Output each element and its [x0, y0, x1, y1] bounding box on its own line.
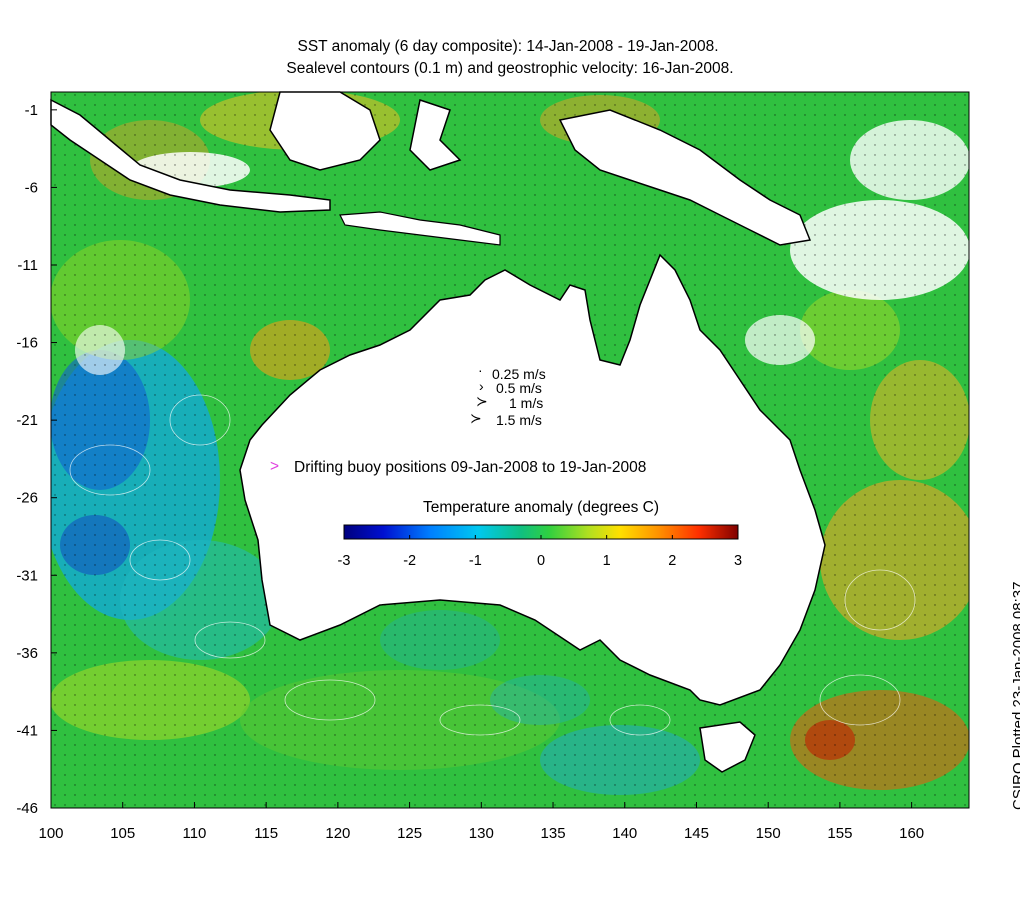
y-tick-label: -6 [25, 179, 38, 196]
plot-frame [50, 91, 970, 809]
x-tick-label: 105 [110, 825, 135, 842]
colorbar-tick-label: -1 [469, 553, 482, 569]
colorbar-tick-label: -3 [338, 553, 351, 569]
colorbar: Temperature anomaly (degrees C) -3 -2 -1 0 1… [338, 499, 742, 569]
y-tick-label: -36 [16, 645, 38, 662]
colorbar-tick-label: 1 [603, 553, 611, 569]
velocity-legend-item-1: 0.25 m/s [492, 366, 546, 382]
sst-field [51, 92, 969, 808]
velocity-legend-marker-3: ≻ [476, 393, 488, 409]
y-tick-label: -41 [16, 722, 38, 739]
buoy-legend: > Drifting buoy positions 09-Jan-2008 to… [270, 458, 646, 476]
velocity-legend-marker-1: · [478, 362, 483, 378]
x-tick-label: 110 [182, 825, 206, 842]
velocity-legend: · 0.25 m/s › 0.5 m/s ≻ 1 m/s ≻ 1.5 m/s [470, 362, 546, 428]
y-tick-label: -11 [17, 257, 38, 274]
velocity-legend-item-2: 0.5 m/s [496, 380, 542, 396]
colorbar-title: Temperature anomaly (degrees C) [423, 499, 659, 516]
new-guinea [558, 109, 812, 246]
colorbar-tick-label: 2 [668, 553, 676, 569]
buoy-marker-icon: > [270, 458, 279, 475]
y-tick-label: -26 [16, 490, 38, 507]
y-tick-label: -1 [25, 102, 38, 119]
y-tick-label: -31 [16, 567, 38, 584]
colorbar-tick-label: 3 [734, 553, 742, 569]
tasmania [699, 721, 756, 773]
colorbar-tick-label: -2 [403, 553, 416, 569]
y-tick-label: -16 [16, 335, 38, 352]
x-tick-label: 155 [827, 825, 852, 842]
x-tick-label: 160 [899, 825, 924, 842]
x-tick-label: 135 [541, 825, 566, 842]
map-title-line-2: Sealevel contours (0.1 m) and geostrophi… [286, 60, 734, 77]
x-tick-label: 120 [325, 825, 350, 842]
sumatra-java [50, 98, 331, 213]
lesser-sunda-islands [339, 211, 501, 246]
y-tick-label: -46 [16, 800, 38, 817]
x-tick-label: 150 [756, 825, 781, 842]
x-tick-label: 140 [612, 825, 637, 842]
credit-text: CSIRO Plotted 23-Jan-2008 08:37 [1010, 581, 1020, 810]
velocity-legend-marker-2: › [479, 378, 484, 394]
x-tick-label: 130 [469, 825, 494, 842]
australia-landmass [239, 253, 826, 706]
buoy-legend-label: Drifting buoy positions 09-Jan-2008 to 1… [294, 459, 646, 476]
sulawesi [409, 99, 462, 171]
x-tick-label: 115 [254, 825, 278, 842]
y-tick-label: -21 [16, 412, 38, 429]
colorbar-tick-label: 0 [537, 553, 545, 569]
x-tick-label: 125 [397, 825, 422, 842]
borneo [269, 91, 381, 171]
velocity-legend-marker-4: ≻ [470, 410, 482, 426]
x-tick-label: 100 [38, 825, 63, 842]
x-tick-label: 145 [684, 825, 709, 842]
velocity-legend-item-3: 1 m/s [509, 395, 543, 411]
map-title-line-1: SST anomaly (6 day composite): 14-Jan-20… [297, 38, 719, 55]
velocity-legend-item-4: 1.5 m/s [496, 412, 542, 428]
